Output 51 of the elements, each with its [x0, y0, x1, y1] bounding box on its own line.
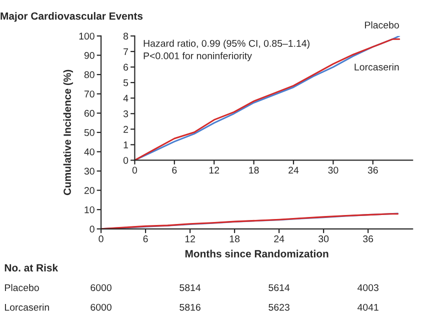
- chart-title: Major Cardiovascular Events: [0, 12, 143, 22]
- x-tick-label: 36: [368, 166, 378, 174]
- y-tick-label: 60: [84, 110, 94, 117]
- text: 5816: [180, 304, 200, 311]
- y-tick-label: 0: [90, 226, 94, 233]
- annotation: P<0.001 for noninferiority: [144, 52, 252, 62]
- text: Placebo: [5, 284, 39, 292]
- y-tick-label: 3: [123, 110, 128, 118]
- text: 5814: [180, 284, 201, 292]
- y-tick-label: 10: [84, 206, 94, 214]
- x-tick-label: 12: [209, 166, 220, 174]
- text: 4041: [357, 304, 378, 311]
- y-tick-label: 0: [123, 156, 128, 164]
- text: 5614: [268, 284, 290, 292]
- y-axis-title: Cumulative Incidence (%): [63, 70, 74, 196]
- x-tick-label: 36: [363, 235, 374, 242]
- y-tick-label: 40: [84, 148, 94, 156]
- y-tick-label: 90: [84, 52, 94, 59]
- x-axis-title: Months since Randomization: [185, 250, 328, 258]
- x-tick-label: 6: [143, 235, 148, 242]
- y-tick-label: 100: [79, 32, 94, 40]
- y-tick-label: 4: [123, 94, 128, 102]
- y-tick-label: 1: [124, 142, 128, 148]
- y-tick-label: 20: [84, 187, 94, 194]
- y-tick-label: 6: [124, 64, 128, 71]
- y-tick-label: 8: [123, 32, 128, 40]
- x-tick-label: 6: [172, 166, 177, 174]
- text: 6000: [90, 284, 112, 292]
- y-tick-label: 50: [84, 129, 94, 136]
- series-label: Lorcaserin: [354, 63, 399, 70]
- x-tick-label: 18: [230, 235, 240, 242]
- y-tick-label: 7: [124, 48, 128, 56]
- x-tick-label: 30: [318, 235, 329, 242]
- x-tick-label: 18: [249, 166, 259, 174]
- x-tick-label: 24: [274, 235, 284, 242]
- text: 6000: [90, 304, 112, 311]
- text: Lorcaserin: [5, 304, 49, 311]
- x-tick-label: 12: [185, 235, 195, 242]
- annotation: Hazard ratio, 0.99 (95% CI, 0.85–1.14): [144, 40, 310, 49]
- y-tick-label: 70: [84, 90, 94, 98]
- y-tick-label: 5: [123, 79, 128, 86]
- y-tick-label: 2: [124, 126, 128, 133]
- y-tick-label: 80: [84, 71, 94, 78]
- series-label: Placebo: [365, 21, 399, 28]
- text: 5623: [268, 304, 290, 311]
- x-tick-label: 0: [132, 166, 138, 174]
- text: 4003: [357, 284, 378, 292]
- x-tick-label: 24: [288, 166, 299, 174]
- x-tick-label: 30: [328, 166, 338, 174]
- text: No. at Risk: [4, 264, 58, 272]
- x-tick-label: 0: [98, 235, 104, 242]
